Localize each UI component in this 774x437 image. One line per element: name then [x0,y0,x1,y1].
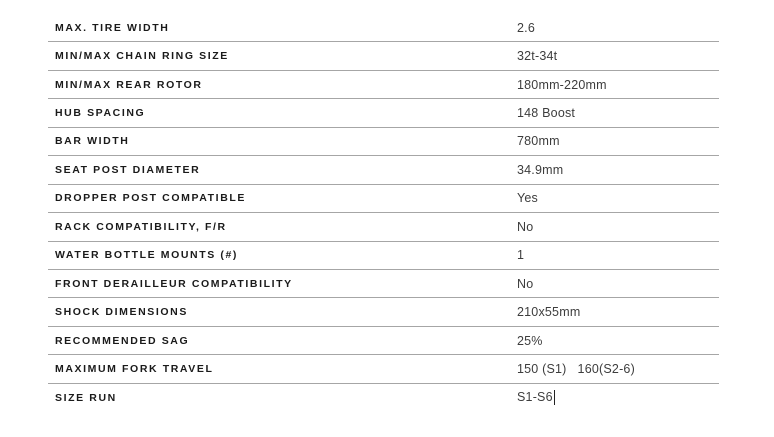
spec-value: 180mm-220mm [517,77,607,92]
spec-row: MAX. TIRE WIDTH 2.6 [48,14,719,43]
spec-value: No [517,219,534,234]
text-caret[interactable] [553,389,555,405]
spec-label: MAX. TIRE WIDTH [55,21,170,34]
spec-row: HUB SPACING 148 Boost [48,99,719,128]
spec-label: MIN/MAX CHAIN RING SIZE [55,50,229,63]
spec-row: RECOMMENDED SAG 25% [48,327,719,356]
spec-label: BAR WIDTH [55,135,130,148]
spec-label: DROPPER POST COMPATIBLE [55,192,247,205]
spec-row: BAR WIDTH 780mm [48,128,719,157]
spec-value: 1 [517,248,525,263]
spec-label: SEAT POST DIAMETER [55,163,201,176]
spec-value: No [517,276,534,291]
bike-spec-table: MAX. TIRE WIDTH 2.6 MIN/MAX CHAIN RING S… [48,14,719,412]
spec-row: SIZE RUN S1-S6 [48,384,719,412]
spec-label: WATER BOTTLE MOUNTS (#) [55,249,239,262]
spec-label: HUB SPACING [55,107,146,120]
spec-row: FRONT DERAILLEUR COMPATIBILITY No [48,270,719,299]
spec-row: MAXIMUM FORK TRAVEL 150 (S1) 160(S2-6) [48,355,719,384]
spec-row: RACK COMPATIBILITY, F/R No [48,213,719,242]
spec-row: MIN/MAX CHAIN RING SIZE 32t-34t [48,42,719,71]
spec-value: 210x55mm [517,305,581,320]
spec-row: MIN/MAX REAR ROTOR 180mm-220mm [48,71,719,100]
spec-row: SHOCK DIMENSIONS 210x55mm [48,298,719,327]
spec-label: MIN/MAX REAR ROTOR [55,78,203,91]
spec-row: WATER BOTTLE MOUNTS (#) 1 [48,242,719,270]
spec-value: S1-S6 [517,389,555,405]
spec-label: FRONT DERAILLEUR COMPATIBILITY [55,277,293,290]
spec-value: Yes [517,191,538,206]
spec-label: RECOMMENDED SAG [55,334,190,347]
spec-value: 2.6 [517,20,535,35]
spec-row: SEAT POST DIAMETER 34.9mm [48,156,719,185]
spec-row: DROPPER POST COMPATIBLE Yes [48,185,719,214]
spec-value: 150 (S1) 160(S2-6) [517,361,635,376]
spec-value: 780mm [517,134,560,149]
spec-value: 34.9mm [517,162,564,177]
spec-label: SHOCK DIMENSIONS [55,306,188,319]
spec-value: 148 Boost [517,106,576,121]
spec-value: 32t-34t [517,49,558,64]
spec-label: MAXIMUM FORK TRAVEL [55,362,214,375]
spec-label: RACK COMPATIBILITY, F/R [55,220,227,233]
spec-label: SIZE RUN [55,391,117,404]
spec-value: 25% [517,333,543,348]
